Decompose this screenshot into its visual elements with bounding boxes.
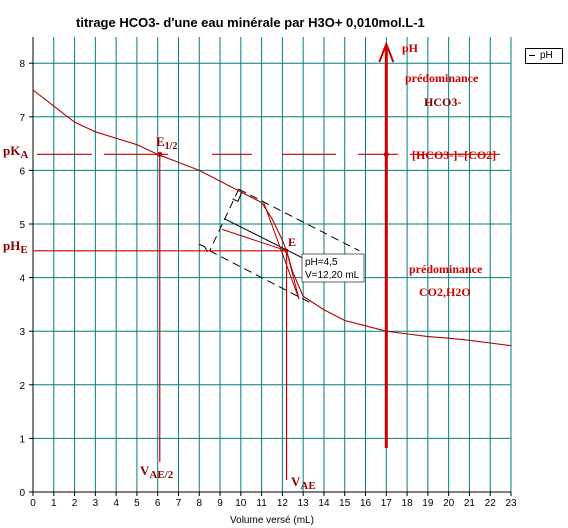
x-tick-label-1: 1: [51, 498, 57, 509]
y-tick-label-5: 5: [19, 220, 25, 231]
predominance-top-2: HCO3-: [424, 95, 461, 109]
series-point-0-5: [136, 144, 138, 146]
x-tick-label-22: 22: [485, 498, 497, 509]
series-point-0-20: [364, 325, 367, 327]
equality-label: [HCO3-]=[CO2]: [412, 148, 496, 162]
x-tick-label-8: 8: [196, 498, 202, 509]
plot-background: [33, 37, 511, 492]
legend: pH: [525, 48, 563, 64]
x-tick-label-11: 11: [256, 498, 267, 509]
marker-lines: [33, 41, 500, 480]
series-point-0-9: [219, 180, 221, 182]
ph-arrow-label: pH: [402, 41, 419, 55]
series-point-0-0: [32, 89, 34, 91]
y-tick-label-2: 2: [19, 381, 25, 392]
axes: [29, 37, 512, 496]
series-point-0-18: [323, 309, 325, 311]
x-tick-label-3: 3: [93, 498, 99, 509]
x-tick-label-6: 6: [155, 498, 161, 509]
x-tick-label-20: 20: [443, 498, 455, 509]
x-tick-label-10: 10: [235, 498, 247, 509]
tangent-lower: [209, 250, 314, 305]
x-tick-label-18: 18: [402, 498, 414, 509]
series-point-0-1: [53, 105, 55, 107]
legend-entry: pH: [540, 50, 553, 61]
series-point-0-3: [94, 131, 96, 133]
perpendicular: [209, 188, 240, 252]
y-tick-label-7: 7: [19, 113, 25, 124]
series-point-0-13: [271, 218, 273, 220]
y-tick-label-1: 1: [19, 434, 25, 445]
pka-label: pKA: [3, 143, 28, 161]
series-point-0-4: [115, 137, 117, 139]
legend-swatch: [529, 54, 535, 56]
x-tick-label-9: 9: [217, 498, 223, 509]
x-axis-label: Volume versé (mL): [230, 515, 314, 526]
x-tick-label-2: 2: [72, 498, 78, 509]
vae-half-label: VAE/2: [140, 463, 174, 481]
series-point-0-16: [292, 271, 294, 273]
ph-arrow-head: [378, 41, 395, 63]
y-tick-label-4: 4: [19, 274, 25, 285]
tick-labels: 0 1 2 3 4 5 6 7 8 9 10 11 12 13 14 15 16 17 18 19 20 21 22 2301…: [19, 59, 517, 509]
x-tick-label-12: 12: [277, 498, 289, 509]
series-line-0: [32, 89, 512, 347]
x-tick-label-13: 13: [298, 498, 310, 509]
x-tick-label-0: 0: [30, 498, 36, 509]
x-tick-label-16: 16: [360, 498, 372, 509]
x-tick-label-15: 15: [339, 498, 351, 509]
y-tick-label-3: 3: [19, 327, 25, 338]
right-angle-bottom: [199, 243, 209, 253]
predominance-bot-2: CO2,H2O: [419, 285, 471, 299]
half-point-label: E1/2: [156, 134, 177, 152]
y-tick-label-8: 8: [19, 59, 25, 70]
series-point-0-26: [489, 342, 491, 344]
predominance-top-1: prédominance: [405, 71, 479, 85]
series-point-0-12: [261, 201, 263, 204]
series-point-0-17: [302, 295, 304, 297]
tooltip-box: [301, 253, 365, 283]
x-tick-label-5: 5: [134, 498, 140, 509]
series-point-0-19: [344, 319, 346, 322]
phe-label: pHE: [3, 238, 28, 256]
chart-title: titrage HCO3- d'une eau minérale par H3O…: [76, 15, 425, 30]
series-point-0-14: [281, 239, 283, 241]
series-point-0-15: [285, 250, 288, 252]
right-angle-top: [232, 191, 243, 203]
x-tick-label-7: 7: [176, 498, 182, 509]
series-point-0-10: [240, 191, 242, 193]
series-point-0-25: [468, 339, 471, 341]
equivalence-label: E: [288, 235, 296, 249]
series-ph: [32, 89, 512, 347]
series-point-0-2: [73, 121, 76, 123]
series-point-0-21: [385, 330, 387, 332]
y-tick-label-6: 6: [19, 166, 25, 177]
x-tick-label-19: 19: [422, 498, 434, 509]
predominance-bot-1: prédominance: [409, 262, 483, 276]
vae-label: VAE: [291, 474, 316, 492]
tooltip-line-2: V=12,20 mL: [305, 270, 360, 281]
series-point-0-22: [406, 333, 408, 335]
x-tick-label-21: 21: [464, 498, 476, 509]
series-point-0-6: [157, 153, 159, 155]
series-point-0-7: [177, 161, 180, 163]
tangent-upper: [238, 188, 360, 252]
x-tick-label-14: 14: [318, 498, 330, 509]
x-tick-label-23: 23: [505, 498, 517, 509]
series-point-0-24: [448, 337, 450, 339]
x-tick-label-4: 4: [113, 498, 119, 509]
x-tick-label-17: 17: [381, 498, 393, 509]
y-tick-label-0: 0: [19, 488, 25, 499]
series-point-0-11: [250, 196, 252, 198]
series-point-0-23: [427, 335, 429, 338]
series-point-0-8: [198, 169, 200, 171]
tooltip-line-1: pH=4,5: [305, 257, 338, 268]
series-point-0-27: [510, 345, 512, 347]
